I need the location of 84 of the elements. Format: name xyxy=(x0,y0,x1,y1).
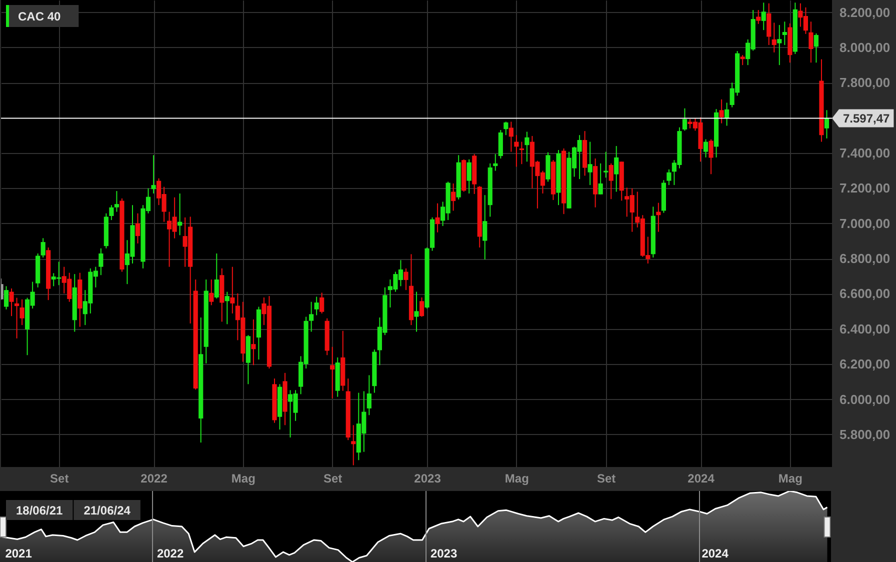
candlestick xyxy=(14,297,20,339)
candlestick xyxy=(493,154,498,172)
y-tick-label: 6.400,00 xyxy=(840,321,890,336)
y-tick-label: 7.200,00 xyxy=(840,180,890,196)
candlestick xyxy=(230,266,235,314)
x-tick-label: 2024 xyxy=(702,546,729,560)
candlestick xyxy=(608,162,614,200)
candlestick xyxy=(614,145,619,192)
y-tick-label: 7.400,00 xyxy=(840,146,890,161)
candlestick xyxy=(808,21,814,64)
y-tick-label: 5.800,00 xyxy=(840,426,890,442)
y-tick-label: 7.000,00 xyxy=(840,216,890,231)
y-tick-label: 6.000,00 xyxy=(840,392,890,407)
candlestick xyxy=(519,141,524,165)
x-tick-label: Set xyxy=(50,472,69,486)
candlestick xyxy=(498,129,503,159)
candlestick xyxy=(404,268,408,291)
annotation: 21/06/24 xyxy=(84,504,131,518)
candlestick xyxy=(466,158,472,194)
candlestick xyxy=(109,204,114,221)
x-tick-label: Mag xyxy=(778,472,802,486)
candlestick xyxy=(151,154,156,194)
candlestick xyxy=(756,10,761,24)
candlestick xyxy=(366,374,372,416)
x-tick-label: 2022 xyxy=(140,472,168,486)
candlestick xyxy=(814,32,819,64)
candlestick xyxy=(724,102,730,126)
x-tick-label: Set xyxy=(597,472,616,486)
candlestick xyxy=(9,288,14,317)
ref-line-label: 7.597,47 xyxy=(842,111,890,126)
candlestick xyxy=(4,286,9,310)
candlestick xyxy=(419,296,424,318)
candlestick xyxy=(508,121,514,152)
candlestick xyxy=(782,21,787,46)
candlestick xyxy=(320,292,324,314)
candlestick xyxy=(20,298,24,326)
y-tick-label: 6.800,00 xyxy=(840,251,890,266)
candlestick xyxy=(135,212,140,244)
candlestick xyxy=(351,424,356,466)
x-tick-label: 2022 xyxy=(156,546,184,560)
candlestick xyxy=(761,2,766,31)
candlestick xyxy=(504,121,508,136)
candlestick xyxy=(740,54,745,66)
candlestick xyxy=(314,296,319,316)
x-tick-label: 2024 xyxy=(688,472,715,486)
candlestick xyxy=(719,98,724,124)
y-tick-label: 6.600,00 xyxy=(840,286,890,302)
annotation: 18/06/21 xyxy=(16,504,64,518)
candlestick xyxy=(708,138,714,175)
candlestick xyxy=(114,190,120,212)
candlestick xyxy=(766,2,772,46)
x-tick-label: Mag xyxy=(231,472,256,486)
candlestick xyxy=(224,291,230,325)
x-tick-label: 2023 xyxy=(414,472,442,486)
candlestick xyxy=(482,194,488,260)
y-tick-label: 8.000,00 xyxy=(840,40,890,55)
candlestick xyxy=(214,252,219,299)
candlestick xyxy=(209,278,214,306)
x-tick-label: Mag xyxy=(504,472,529,486)
candlestick xyxy=(598,162,603,195)
candlestick xyxy=(330,346,335,399)
candlestick xyxy=(777,24,782,66)
candlestick xyxy=(682,108,688,132)
candlestick xyxy=(588,141,592,186)
candlestick xyxy=(414,291,419,332)
candlestick xyxy=(451,182,456,212)
y-tick-label: 8.200,00 xyxy=(840,4,890,20)
candlestick xyxy=(435,202,440,233)
candlestick xyxy=(604,151,608,178)
x-tick-label: 2023 xyxy=(430,546,458,560)
candlestick xyxy=(309,301,314,332)
candlestick xyxy=(824,110,830,139)
y-tick-label: 6.200,00 xyxy=(840,356,890,372)
candlestick xyxy=(524,131,530,162)
candlestick xyxy=(666,168,672,186)
candlestick xyxy=(772,22,776,53)
x-tick-label: 2021 xyxy=(5,546,32,560)
x-tick-label: Set xyxy=(324,472,342,486)
candlestick xyxy=(703,138,708,158)
legend-label: CAC 40 xyxy=(18,10,62,24)
candlestick xyxy=(251,318,256,366)
candlestick xyxy=(40,238,46,258)
y-tick-label: 7.800,00 xyxy=(840,75,890,90)
candlestick xyxy=(98,248,104,276)
